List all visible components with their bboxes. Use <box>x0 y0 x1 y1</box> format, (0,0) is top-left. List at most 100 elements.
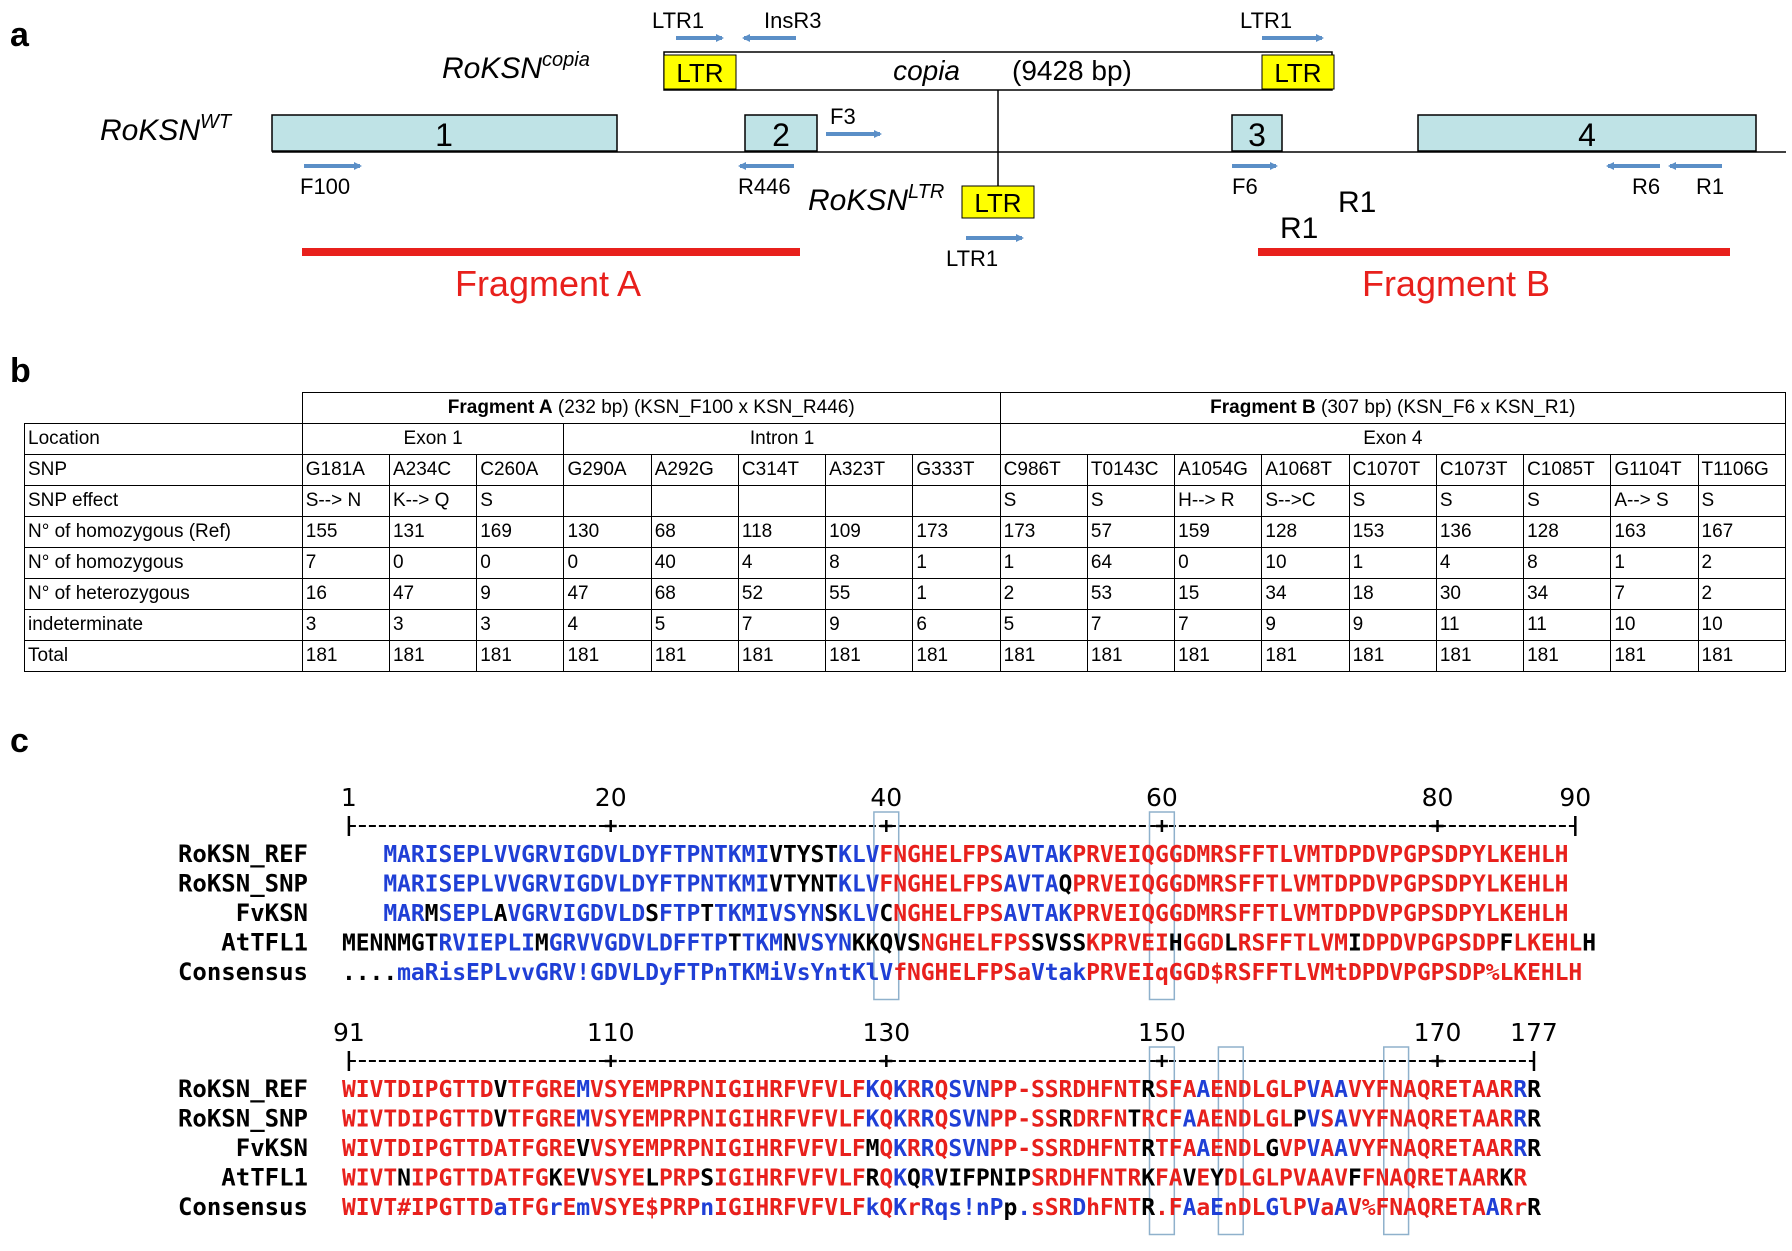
primer-r1: R1 <box>1696 174 1724 199</box>
table-cell <box>912 485 1001 517</box>
table-cell: 181 <box>476 640 565 672</box>
table-cell: 52 <box>737 578 827 610</box>
table-cell: C986T <box>999 454 1088 486</box>
alignment-block: 91 110 130 150 170 177 RoKSN_REF WIVTDIPGTTDVTF… <box>178 1018 1558 1236</box>
highlight-box <box>873 811 900 1001</box>
location-label: Location <box>24 423 303 455</box>
sequence-residues: WIVT#IPGTTDaTFGrEmVSYE$PRPnIGIHRFVFVLFkQ… <box>342 1195 1541 1221</box>
table-cell: G333T <box>912 454 1001 486</box>
table-cell: 0 <box>388 547 478 579</box>
table-cell: S <box>1697 485 1787 517</box>
table-cell: 15 <box>1174 578 1263 610</box>
ruler-label: 91 <box>333 1018 365 1047</box>
ruler-label: 150 <box>1138 1018 1186 1047</box>
alignment-block: 1 20 40 60 80 90 RoKSN_REF MARISEPLVVGRVIGDVLDY… <box>178 783 1596 1001</box>
ruler-label: 177 <box>1510 1018 1558 1047</box>
table-row: N° of heterozygous 16 47 9 47 68 52 55 1 2 53 15 34 1… <box>24 578 1787 610</box>
fragment-b-label: Fragment B <box>1362 263 1550 304</box>
fragment-a-label: Fragment A <box>455 263 641 304</box>
exon-3 <box>1231 114 1283 152</box>
row-label: Total <box>24 640 303 672</box>
table-cell: 9 <box>1348 609 1437 641</box>
table-cell: 7 <box>1174 609 1263 641</box>
table-cell: 181 <box>301 640 390 672</box>
table-row: Total 181 181 181 181 181 181 181 181 181 181 181 18… <box>24 640 1787 672</box>
table-cell: H--> R <box>1174 485 1263 517</box>
highlight-box <box>1383 1046 1410 1236</box>
table-cell: 181 <box>388 640 478 672</box>
ruler-label: 40 <box>870 783 902 812</box>
sequence-name: Consensus <box>178 958 308 986</box>
ruler-label: 170 <box>1414 1018 1462 1047</box>
table-cell: 30 <box>1435 578 1525 610</box>
sequence-name: FvKSN <box>236 1134 308 1162</box>
table-cell: 181 <box>1174 640 1263 672</box>
row-label: N° of heterozygous <box>24 578 303 610</box>
table-cell: 68 <box>650 578 739 610</box>
ruler-label: 80 <box>1422 783 1454 812</box>
sequence-residues: MARISEPLVVGRVIGDVLDYFTPNTKMIVTYSTKLVFNGH… <box>383 842 1568 868</box>
sequence-residues: WIVTDIPGTTDVTFGREMVSYEMPRPNIGIHRFVFVLFKQ… <box>342 1107 1541 1133</box>
table-cell: 181 <box>912 640 1001 672</box>
table-cell: S <box>1086 485 1176 517</box>
ruler-label: 90 <box>1559 783 1591 812</box>
primer-insr3: InsR3 <box>764 8 821 33</box>
table-cell: 109 <box>825 516 914 548</box>
ltr-box-left-label: LTR <box>676 58 723 88</box>
table-cell <box>825 485 914 517</box>
exon-1 <box>271 114 618 152</box>
table-cell: 11 <box>1435 609 1525 641</box>
table-cell: 181 <box>1086 640 1176 672</box>
table-cell: 159 <box>1174 516 1263 548</box>
table-cell: G181A <box>301 454 390 486</box>
table-cell: 7 <box>737 609 827 641</box>
ruler-label: 60 <box>1146 783 1178 812</box>
exon-1-label: 1 <box>435 117 453 153</box>
table-cell: 53 <box>1086 578 1176 610</box>
table-cell: T1106G <box>1697 454 1787 486</box>
table-row: SNP effect S--> N K--> Q S S S H--> R S-->C S S S A… <box>24 485 1787 517</box>
panel-c-label: c <box>10 722 29 760</box>
primer-r1-mid: R1 <box>1338 186 1376 219</box>
fragment-a-header: Fragment A (232 bp) (KSN_F100 x KSN_R446… <box>301 392 1001 424</box>
table-cell: S--> N <box>301 485 390 517</box>
copia-text: copia <box>893 55 960 86</box>
table-cell: 0 <box>563 547 652 579</box>
location-exon1: Exon 1 <box>301 423 565 455</box>
table-cell: C1085T <box>1523 454 1612 486</box>
table-cell: 11 <box>1523 609 1612 641</box>
ltr-allele-label: RoKSNLTR <box>808 181 944 217</box>
sequence-residues: ....maRisEPLvvGRV!GDVLDyFTPnTKMiVsYntKlV… <box>342 960 1582 986</box>
table-cell: C260A <box>476 454 565 486</box>
table-cell: T0143C <box>1086 454 1176 486</box>
table-cell: 169 <box>476 516 565 548</box>
ltr-box-solo-label: LTR <box>974 188 1021 218</box>
sequence-residues: WIVTDIPGTTDATFGREVVSYEMPRPNIGIHRFVFVLFMQ… <box>342 1136 1541 1162</box>
ltr-box-solo <box>961 185 1035 219</box>
sequence-residues: WIVTNIPGTTDATFGKEVVSYELPRPSIGIHRFVFVLFRQ… <box>342 1166 1527 1192</box>
table-cell: 64 <box>1086 547 1176 579</box>
table-cell: S-->C <box>1261 485 1350 517</box>
sequence-name: RoKSN_REF <box>178 1075 308 1103</box>
table-cell: 34 <box>1523 578 1612 610</box>
table-cell: A234C <box>388 454 478 486</box>
primer-f100: F100 <box>300 174 350 199</box>
highlight-box <box>1148 1046 1176 1236</box>
table-cell: 1 <box>999 547 1088 579</box>
sequence-name: AtTFL1 <box>221 1164 308 1192</box>
exon-2 <box>744 114 818 152</box>
primer-ltr1-bottom: LTR1 <box>946 246 998 271</box>
panel-a-label: a <box>10 16 29 54</box>
table-cell: 2 <box>1697 578 1787 610</box>
sequence-residues: MARMSEPLAVGRVIGDVLDSFTPTTKMIVSYNSKLVCNGH… <box>383 901 1568 927</box>
table-cell: 181 <box>737 640 827 672</box>
copia-length: (9428 bp) <box>1012 55 1132 86</box>
table-cell: 181 <box>1610 640 1699 672</box>
table-cell: 181 <box>999 640 1088 672</box>
sequence-name: AtTFL1 <box>221 929 308 957</box>
table-cell: 136 <box>1435 516 1525 548</box>
primer-r1-mid2: R1 <box>1280 212 1318 245</box>
table-cell: G1104T <box>1610 454 1699 486</box>
ltr-box-right <box>1261 54 1335 90</box>
table-row: N° of homozygous (Ref) 155 131 169 130 68 118 1… <box>24 516 1787 548</box>
